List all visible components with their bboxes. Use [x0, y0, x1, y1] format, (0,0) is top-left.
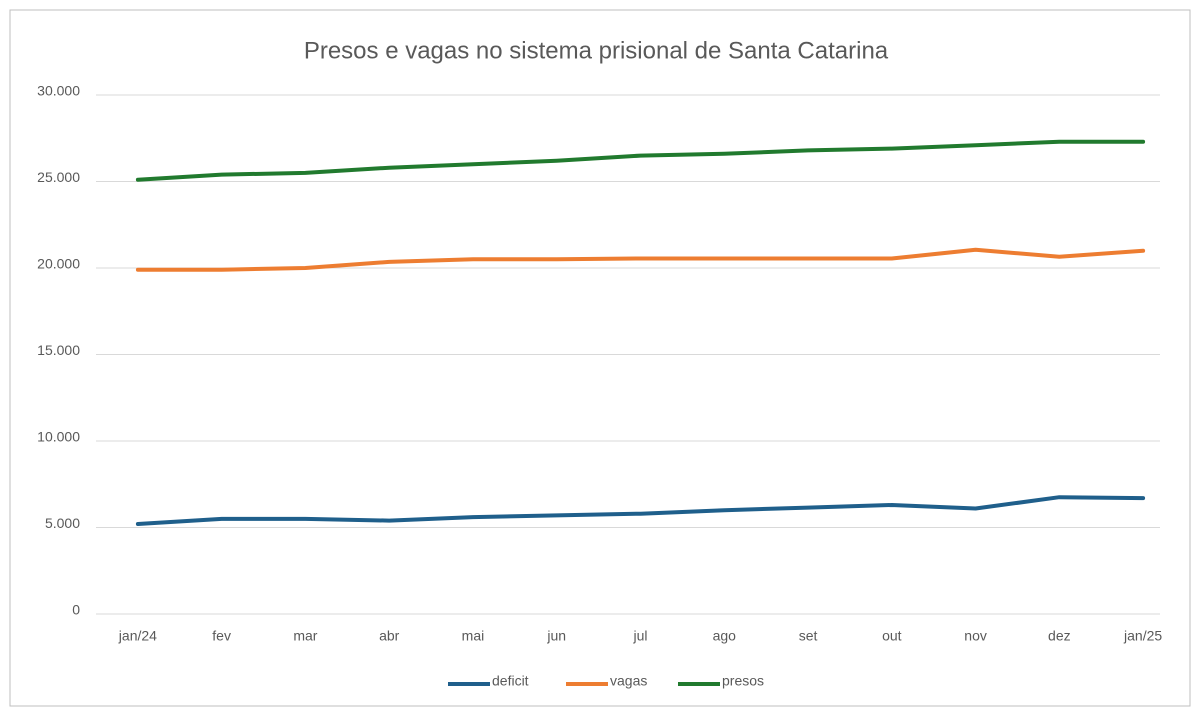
y-tick-label: 20.000 — [37, 256, 80, 272]
legend-label: vagas — [610, 673, 647, 689]
x-tick-label: nov — [964, 628, 987, 644]
x-tick-label: out — [882, 628, 902, 644]
x-tick-label: jul — [632, 628, 647, 644]
y-tick-label: 15.000 — [37, 342, 80, 358]
chart-title: Presos e vagas no sistema prisional de S… — [304, 37, 889, 64]
x-tick-label: dez — [1048, 628, 1071, 644]
x-tick-label: abr — [379, 628, 400, 644]
x-tick-label: set — [799, 628, 818, 644]
legend-label: deficit — [492, 673, 529, 689]
series-line — [135, 139, 1146, 182]
y-tick-label: 5.000 — [45, 515, 80, 531]
x-tick-label: jan/25 — [1123, 628, 1162, 644]
series-line — [135, 247, 1146, 272]
x-tick-label: mar — [293, 628, 317, 644]
y-tick-label: 10.000 — [37, 429, 80, 445]
y-tick-label: 30.000 — [37, 83, 80, 99]
x-tick-label: ago — [713, 628, 737, 644]
legend-label: presos — [722, 673, 764, 689]
y-tick-label: 0 — [72, 602, 80, 618]
y-tick-label: 25.000 — [37, 169, 80, 185]
series-line — [135, 495, 1146, 526]
x-tick-label: jun — [546, 628, 566, 644]
x-tick-label: jan/24 — [118, 628, 157, 644]
chart-frame — [9, 9, 1191, 707]
x-tick-label: fev — [212, 628, 231, 644]
x-tick-label: mai — [462, 628, 485, 644]
